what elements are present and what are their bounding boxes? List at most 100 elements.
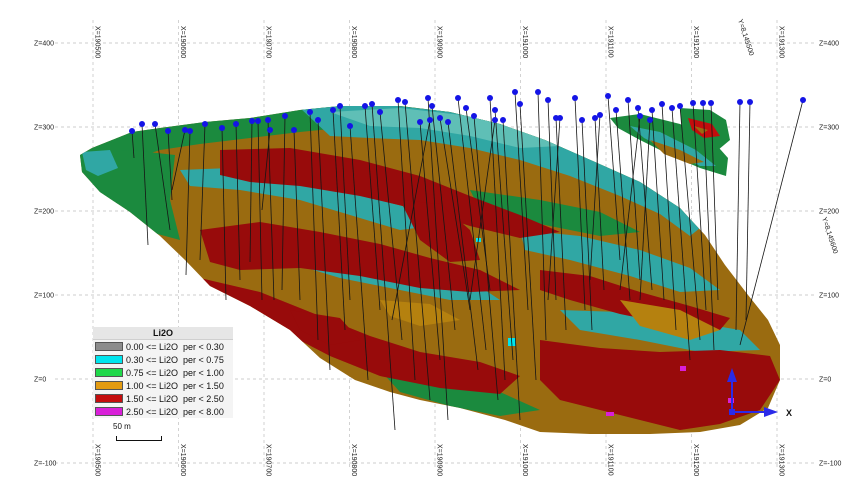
drill-trace [745, 101, 751, 321]
drill-collar[interactable] [800, 97, 806, 103]
drill-collar[interactable] [635, 105, 641, 111]
drill-trace [171, 129, 186, 191]
drill-trace [627, 99, 641, 281]
drill-collar[interactable] [492, 107, 498, 113]
drill-collar[interactable] [572, 95, 578, 101]
drill-collar[interactable] [267, 127, 273, 133]
easting-label-top: X=190500 [94, 26, 101, 58]
drill-collar[interactable] [700, 100, 706, 106]
easting-label-top: X=190900 [436, 26, 443, 58]
grade-legend: Li2O 0.00 <= Li2O per < 0.30 0.30 <= Li2O… [93, 327, 233, 418]
drill-collar[interactable] [625, 97, 631, 103]
drill-collar[interactable] [592, 115, 598, 121]
legend-label: 1.00 <= Li2O per < 1.50 [126, 380, 224, 391]
drill-collar[interactable] [557, 115, 563, 121]
drill-collar[interactable] [637, 113, 643, 119]
elevation-label-right: Z=0 [819, 377, 831, 384]
drill-collar[interactable] [165, 128, 171, 134]
drill-collar[interactable] [492, 117, 498, 123]
drill-collar[interactable] [233, 121, 239, 127]
easting-label-bottom: X=191100 [607, 444, 614, 476]
drill-collar[interactable] [395, 97, 401, 103]
drill-collar[interactable] [471, 113, 477, 119]
drill-collar[interactable] [708, 100, 714, 106]
easting-label-bottom: X=190800 [350, 444, 357, 476]
drill-collar[interactable] [579, 117, 585, 123]
drill-collar[interactable] [139, 121, 145, 127]
easting-label-top: X=190600 [179, 26, 186, 58]
elevation-label-right: Z=300 [819, 125, 839, 132]
drill-collar[interactable] [307, 109, 313, 115]
drill-collar[interactable] [512, 89, 518, 95]
drill-collar[interactable] [369, 101, 375, 107]
drill-collar[interactable] [362, 103, 368, 109]
easting-label-top: X=190700 [265, 26, 272, 58]
drill-collar[interactable] [677, 103, 683, 109]
legend-swatch [95, 381, 123, 390]
drill-collar[interactable] [425, 95, 431, 101]
drill-collar[interactable] [463, 105, 469, 111]
block-magenta-cell-2 [606, 412, 614, 416]
drill-collar[interactable] [737, 99, 743, 105]
drill-collar[interactable] [377, 109, 383, 115]
easting-label-bottom: X=191200 [692, 444, 699, 476]
drill-trace [364, 105, 381, 311]
drill-trace [332, 109, 346, 331]
drill-trace [594, 117, 605, 291]
drill-collar[interactable] [605, 93, 611, 99]
drill-collar[interactable] [659, 101, 665, 107]
drill-collar[interactable] [517, 101, 523, 107]
drill-collar[interactable] [291, 127, 297, 133]
drill-trace [615, 109, 631, 301]
drill-collar[interactable] [249, 118, 255, 124]
drill-collar[interactable] [649, 107, 655, 113]
drill-collar[interactable] [402, 99, 408, 105]
drill-collar[interactable] [429, 103, 435, 109]
block-red-band-7 [290, 310, 360, 345]
drill-collar[interactable] [690, 100, 696, 106]
drill-collar[interactable] [445, 119, 451, 125]
drill-collar[interactable] [152, 121, 158, 127]
elevation-label-left: Z=300 [34, 125, 54, 132]
drill-collar[interactable] [129, 128, 135, 134]
drill-collar[interactable] [337, 103, 343, 109]
drill-collar[interactable] [417, 119, 423, 125]
drill-collar[interactable] [647, 117, 653, 123]
easting-label-bottom: X=191300 [778, 444, 785, 476]
drill-collar[interactable] [597, 112, 603, 118]
drill-collar[interactable] [282, 113, 288, 119]
drill-trace [309, 111, 319, 341]
drill-collar[interactable] [487, 95, 493, 101]
drill-trace [379, 111, 403, 341]
drill-collar[interactable] [669, 105, 675, 111]
drill-trace [167, 130, 173, 201]
legend-label: 0.75 <= Li2O per < 1.00 [126, 367, 224, 378]
easting-label-top: X=190800 [350, 26, 357, 58]
elevation-label-left: Z=400 [34, 41, 54, 48]
drill-collar[interactable] [747, 99, 753, 105]
drill-trace [537, 91, 547, 341]
drill-collar[interactable] [500, 117, 506, 123]
drill-collar[interactable] [535, 89, 541, 95]
drill-collar[interactable] [455, 95, 461, 101]
drill-trace [469, 119, 496, 301]
drill-collar[interactable] [219, 125, 225, 131]
drill-collar[interactable] [427, 117, 433, 123]
drill-collar[interactable] [202, 121, 208, 127]
drill-collar[interactable] [265, 117, 271, 123]
drill-collar[interactable] [182, 127, 188, 133]
drill-collar[interactable] [187, 128, 193, 134]
scale-bar-label: 50 m [113, 422, 131, 431]
drill-collar[interactable] [613, 107, 619, 113]
drill-collar[interactable] [545, 97, 551, 103]
drill-collar[interactable] [330, 107, 336, 113]
drill-collar[interactable] [437, 115, 443, 121]
drill-trace [235, 123, 241, 281]
drill-collar[interactable] [255, 118, 261, 124]
drill-trace [692, 102, 707, 311]
drill-collar[interactable] [315, 117, 321, 123]
drill-trace [199, 123, 206, 261]
drill-trace [185, 130, 191, 276]
drill-collar[interactable] [347, 123, 353, 129]
drill-trace [439, 117, 471, 311]
